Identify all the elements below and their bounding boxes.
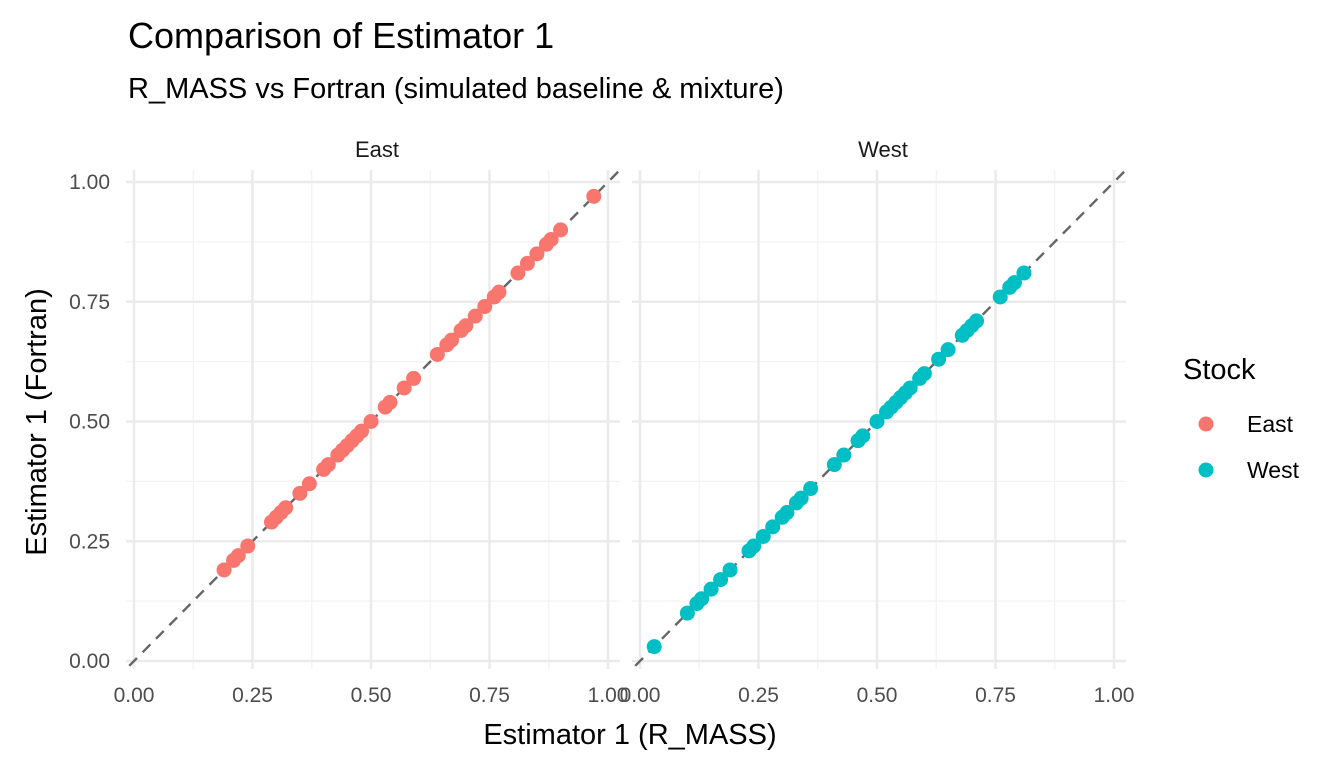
- y-tick-label: 0.00: [69, 650, 110, 673]
- data-point: [458, 318, 474, 334]
- data-point: [746, 538, 762, 554]
- facet-panel-east: East 0.00 0.25 0.50 0.75 1.00 0.00 0.25 0.50 0.75…: [69, 137, 628, 707]
- y-tick-label: 0.50: [69, 411, 110, 434]
- y-tick-label: 1.00: [69, 171, 110, 194]
- data-point: [292, 485, 308, 501]
- data-point: [406, 370, 422, 386]
- chart-subtitle: R_MASS vs Fortran (simulated baseline & …: [128, 73, 784, 105]
- data-point: [396, 380, 412, 396]
- x-tick-label: 0.25: [232, 684, 273, 707]
- legend-label: East: [1247, 411, 1294, 437]
- data-point: [529, 246, 545, 262]
- data-point: [793, 490, 809, 506]
- data-point: [382, 394, 398, 410]
- data-point: [826, 457, 842, 473]
- legend-key: [1198, 416, 1214, 432]
- data-point: [510, 265, 526, 281]
- data-point: [543, 231, 559, 247]
- x-tick-label: 0.75: [469, 684, 510, 707]
- data-point: [646, 639, 662, 655]
- data-point: [679, 605, 695, 621]
- data-point: [803, 481, 819, 497]
- data-point: [713, 572, 729, 588]
- data-point: [429, 346, 445, 362]
- data-point: [902, 380, 918, 396]
- facet-panel-west: West 0.00 0.25 0.50 0.75 1.00: [620, 137, 1135, 707]
- data-point: [444, 332, 460, 348]
- legend-item-west: West: [1198, 457, 1300, 483]
- y-tick-label: 0.75: [69, 291, 110, 314]
- data-point: [779, 505, 795, 521]
- legend: Stock East West: [1183, 354, 1300, 483]
- x-tick-label: 0.00: [620, 684, 661, 707]
- legend-title: Stock: [1183, 354, 1256, 386]
- data-point: [301, 476, 317, 492]
- x-axis-title: Estimator 1 (R_MASS): [483, 719, 776, 751]
- data-point: [363, 414, 379, 429]
- data-point: [992, 289, 1008, 305]
- y-axis-title: Estimator 1 (Fortran): [21, 288, 53, 556]
- x-tick-label: 0.50: [351, 684, 392, 707]
- data-point: [553, 222, 569, 238]
- data-point: [940, 342, 956, 358]
- data-point: [354, 423, 370, 439]
- legend-key: [1198, 462, 1214, 478]
- facet-strip-label: East: [355, 137, 399, 162]
- data-point: [969, 313, 985, 329]
- data-point: [519, 255, 535, 271]
- data-point: [755, 528, 771, 544]
- data-point: [278, 500, 294, 516]
- data-point: [491, 284, 507, 300]
- data-point: [694, 591, 710, 607]
- legend-label: West: [1247, 457, 1300, 483]
- data-point: [230, 548, 246, 564]
- y-tick-label: 0.25: [69, 530, 110, 553]
- data-point: [477, 299, 493, 315]
- data-point: [722, 562, 738, 578]
- x-tick-label: 0.25: [738, 684, 779, 707]
- data-point: [855, 428, 871, 444]
- data-point: [1016, 265, 1032, 281]
- data-point: [586, 188, 602, 204]
- data-point: [467, 308, 483, 324]
- legend-item-east: East: [1198, 411, 1294, 437]
- data-point: [216, 562, 232, 578]
- x-tick-label: 1.00: [1094, 684, 1135, 707]
- chart-title: Comparison of Estimator 1: [128, 15, 554, 56]
- x-tick-label: 0.00: [114, 684, 155, 707]
- x-tick-label: 1.00: [588, 684, 629, 707]
- data-point: [320, 457, 336, 473]
- data-point: [836, 447, 852, 463]
- data-point: [931, 351, 947, 367]
- data-point: [1006, 275, 1022, 291]
- data-point: [703, 581, 719, 597]
- x-tick-label: 0.75: [975, 684, 1016, 707]
- data-point: [916, 366, 932, 382]
- data-point: [765, 519, 781, 535]
- facet-strip-label: West: [858, 137, 908, 162]
- data-point: [869, 414, 885, 429]
- x-tick-label: 0.50: [857, 684, 898, 707]
- data-point: [240, 538, 256, 554]
